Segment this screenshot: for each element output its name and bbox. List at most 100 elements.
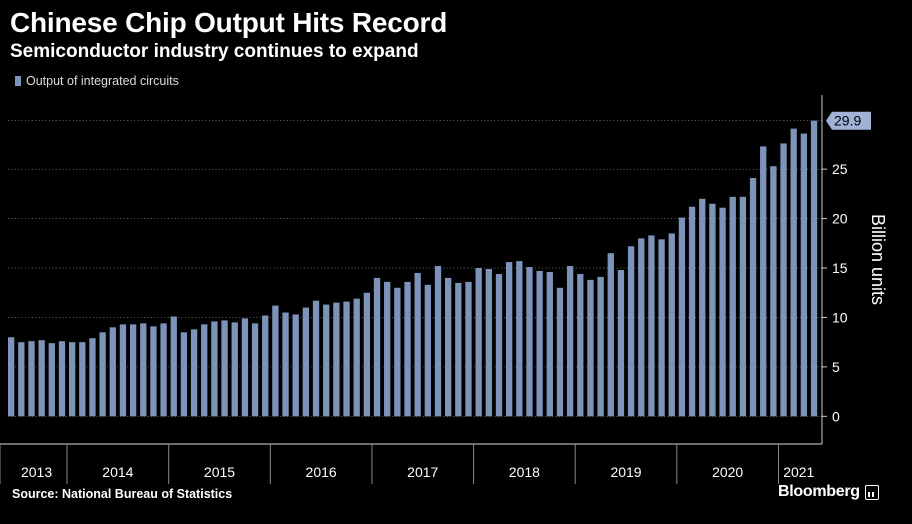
bar: [719, 207, 726, 417]
bar: [678, 217, 686, 417]
bar: [312, 300, 320, 417]
bar: [739, 196, 747, 417]
bar: [729, 196, 736, 417]
bar: [445, 277, 452, 417]
brand-name: Bloomberg: [778, 483, 860, 500]
bar: [140, 323, 147, 417]
bar: [414, 272, 421, 417]
bar: [119, 324, 127, 417]
x-tick-label: 2014: [102, 464, 133, 480]
bar: [780, 143, 787, 417]
bar: [190, 329, 198, 417]
x-tick-label: 2013: [21, 464, 52, 480]
bar: [505, 262, 513, 417]
bar: [160, 323, 167, 417]
bar: [292, 314, 299, 417]
bar: [627, 246, 635, 417]
bar: [48, 343, 55, 417]
bar: [211, 321, 218, 417]
y-tick-label: 15: [832, 260, 848, 276]
bar: [587, 279, 594, 417]
bar: [566, 266, 574, 417]
bar: [516, 261, 523, 417]
bar: [18, 342, 25, 417]
bar: [607, 253, 614, 417]
bar: [536, 270, 543, 417]
bar: [495, 273, 503, 417]
bar: [109, 327, 116, 417]
legend-swatch: [15, 76, 21, 86]
bar: [465, 281, 472, 417]
bar: [384, 281, 391, 417]
bar: [658, 239, 665, 417]
bar: [800, 133, 808, 417]
bar: [170, 316, 177, 417]
y-tick-label: 0: [832, 408, 840, 424]
bar: [597, 276, 604, 417]
x-tick-label: 2016: [306, 464, 337, 480]
bar: [556, 287, 564, 417]
source-note: Source: National Bureau of Statistics: [12, 487, 233, 501]
bar: [526, 267, 533, 417]
bar: [180, 332, 188, 417]
bar: [688, 206, 696, 417]
y-tick-label: 10: [832, 309, 848, 325]
bar: [251, 323, 259, 417]
y-tick-label: 25: [832, 161, 848, 177]
bar: [485, 269, 492, 417]
y-tick-label: 5: [832, 359, 840, 375]
bar: [343, 301, 350, 417]
bar: [648, 235, 655, 417]
x-tick-label: 2015: [204, 464, 235, 480]
bar: [302, 307, 310, 417]
bar: [79, 342, 86, 417]
bar: [546, 271, 553, 417]
bar: [231, 322, 238, 417]
bar: [455, 282, 462, 417]
bar: [709, 203, 716, 417]
bar: [394, 287, 401, 417]
chart-subtitle: Semiconductor industry continues to expa…: [10, 41, 419, 62]
bar: [424, 284, 431, 417]
bar: [760, 146, 767, 417]
legend-label: Output of integrated circuits: [26, 74, 179, 88]
bar: [323, 304, 330, 417]
bar: [58, 341, 66, 417]
x-tick-label: 2019: [610, 464, 641, 480]
bar: [810, 120, 818, 417]
x-tick-label: 2017: [407, 464, 438, 480]
legend: Output of integrated circuits: [15, 74, 179, 88]
bar: [262, 315, 269, 417]
chart-icon: [864, 484, 879, 500]
y-tick-label: 20: [832, 211, 848, 227]
bar: [99, 332, 106, 417]
bar: [638, 238, 645, 417]
bar: [363, 292, 371, 417]
bar: [373, 277, 381, 417]
bar: [577, 273, 584, 417]
bar: [38, 340, 45, 417]
bar: [353, 298, 360, 417]
bar: [333, 302, 340, 417]
bar: [28, 341, 35, 417]
bar: [617, 269, 625, 417]
bar: [749, 178, 757, 417]
bar: [150, 326, 157, 417]
bar: [770, 166, 777, 417]
brand-logo: Bloomberg: [778, 483, 879, 501]
y-axis-title: Billion units: [868, 214, 888, 305]
x-tick-label: 2018: [509, 464, 540, 480]
bar: [221, 320, 228, 417]
bar: [282, 312, 289, 417]
x-tick-label: 2021: [783, 464, 814, 480]
bar: [89, 338, 96, 417]
last-value-label: 29.9: [834, 113, 861, 129]
last-value-callout: [826, 111, 871, 130]
bar: [201, 324, 208, 417]
bar: [272, 305, 279, 417]
bar: [129, 324, 137, 417]
bar: [68, 342, 76, 417]
bar: [8, 337, 15, 417]
bar: [434, 266, 442, 417]
